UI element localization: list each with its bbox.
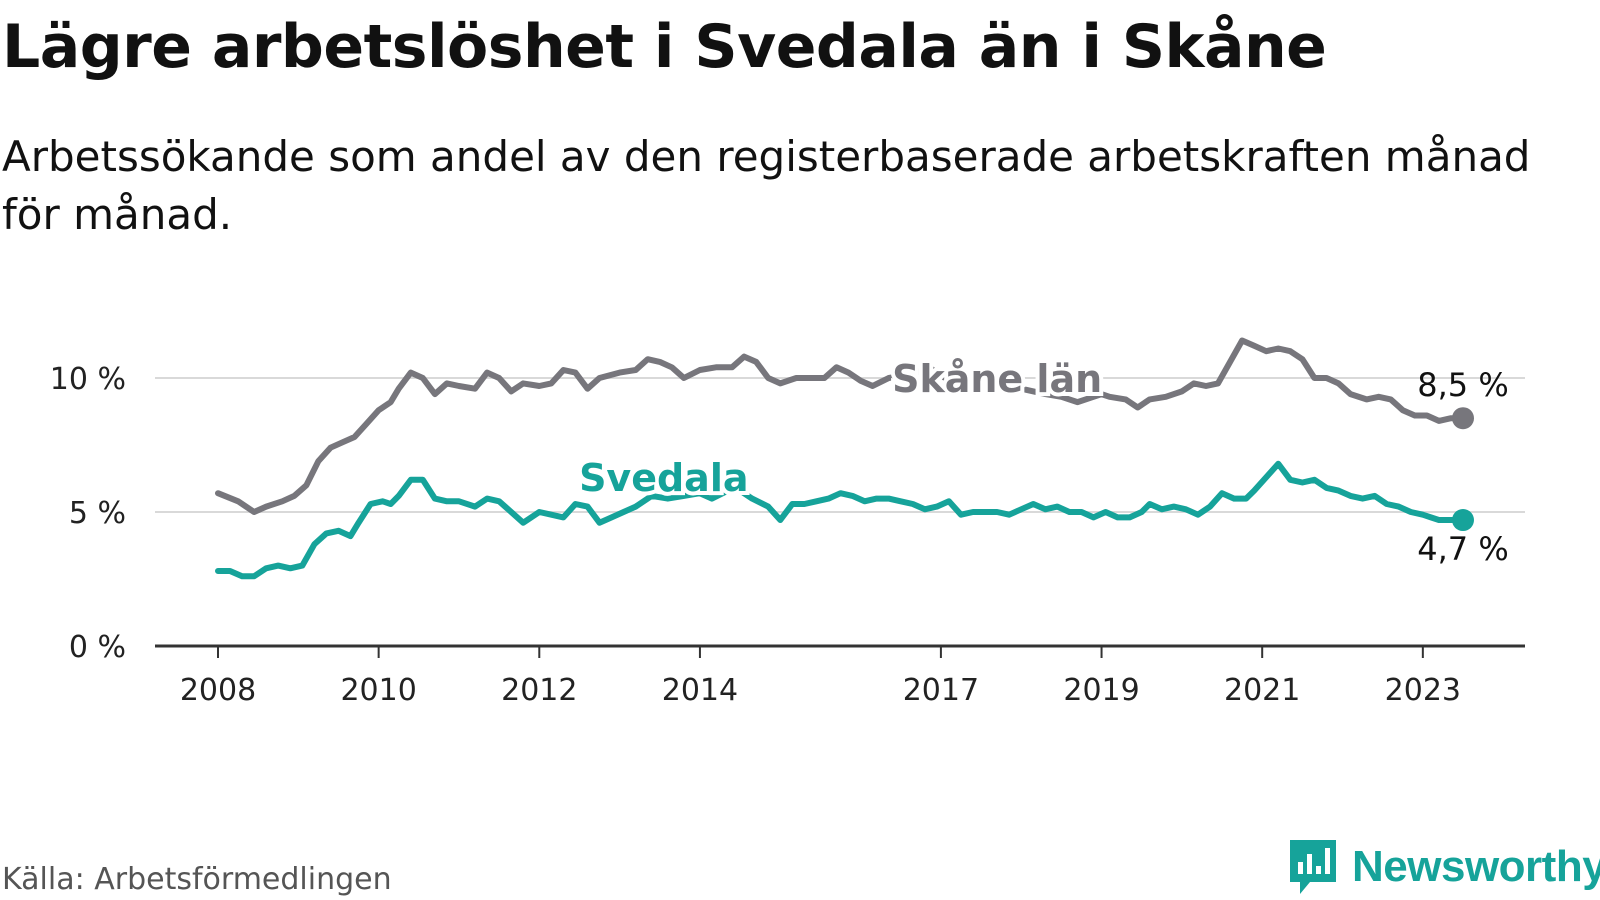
y-tick-label: 10 % (50, 362, 126, 397)
x-tick-label: 2012 (501, 673, 577, 708)
end-marker-skane (1452, 407, 1474, 430)
x-tick-label: 2019 (1063, 673, 1139, 708)
x-tick-label: 2008 (180, 673, 256, 708)
series-line-skane (215, 337, 1466, 515)
y-tick-label: 5 % (69, 496, 126, 531)
x-tick-label: 2014 (662, 673, 738, 708)
x-tick-label: 2010 (340, 673, 416, 708)
source-note: Källa: Arbetsförmedlingen (2, 862, 392, 897)
series-label-svedala: Svedala (579, 456, 748, 500)
x-tick-label: 2023 (1385, 673, 1461, 708)
x-tick-label: 2017 (903, 673, 979, 708)
brand-logo: Newsworthy (1288, 838, 1600, 898)
x-tick-label: 2021 (1224, 673, 1300, 708)
chart-subtitle: Arbetssökande som andel av den registerb… (2, 132, 1531, 239)
series-label-skane: Skåne län (892, 357, 1102, 401)
y-tick-label: 0 % (69, 630, 126, 665)
newsworthy-logo-icon (1290, 840, 1336, 894)
series-line-svedala (215, 460, 1466, 580)
end-value-label-skane: 8,5 % (1417, 366, 1508, 404)
end-value-label-svedala: 4,7 % (1417, 530, 1508, 568)
end-marker-svedala (1452, 509, 1474, 532)
chart-title: Lägre arbetslöshet i Svedala än i Skåne (2, 12, 1327, 82)
brand-name: Newsworthy (1352, 842, 1600, 891)
